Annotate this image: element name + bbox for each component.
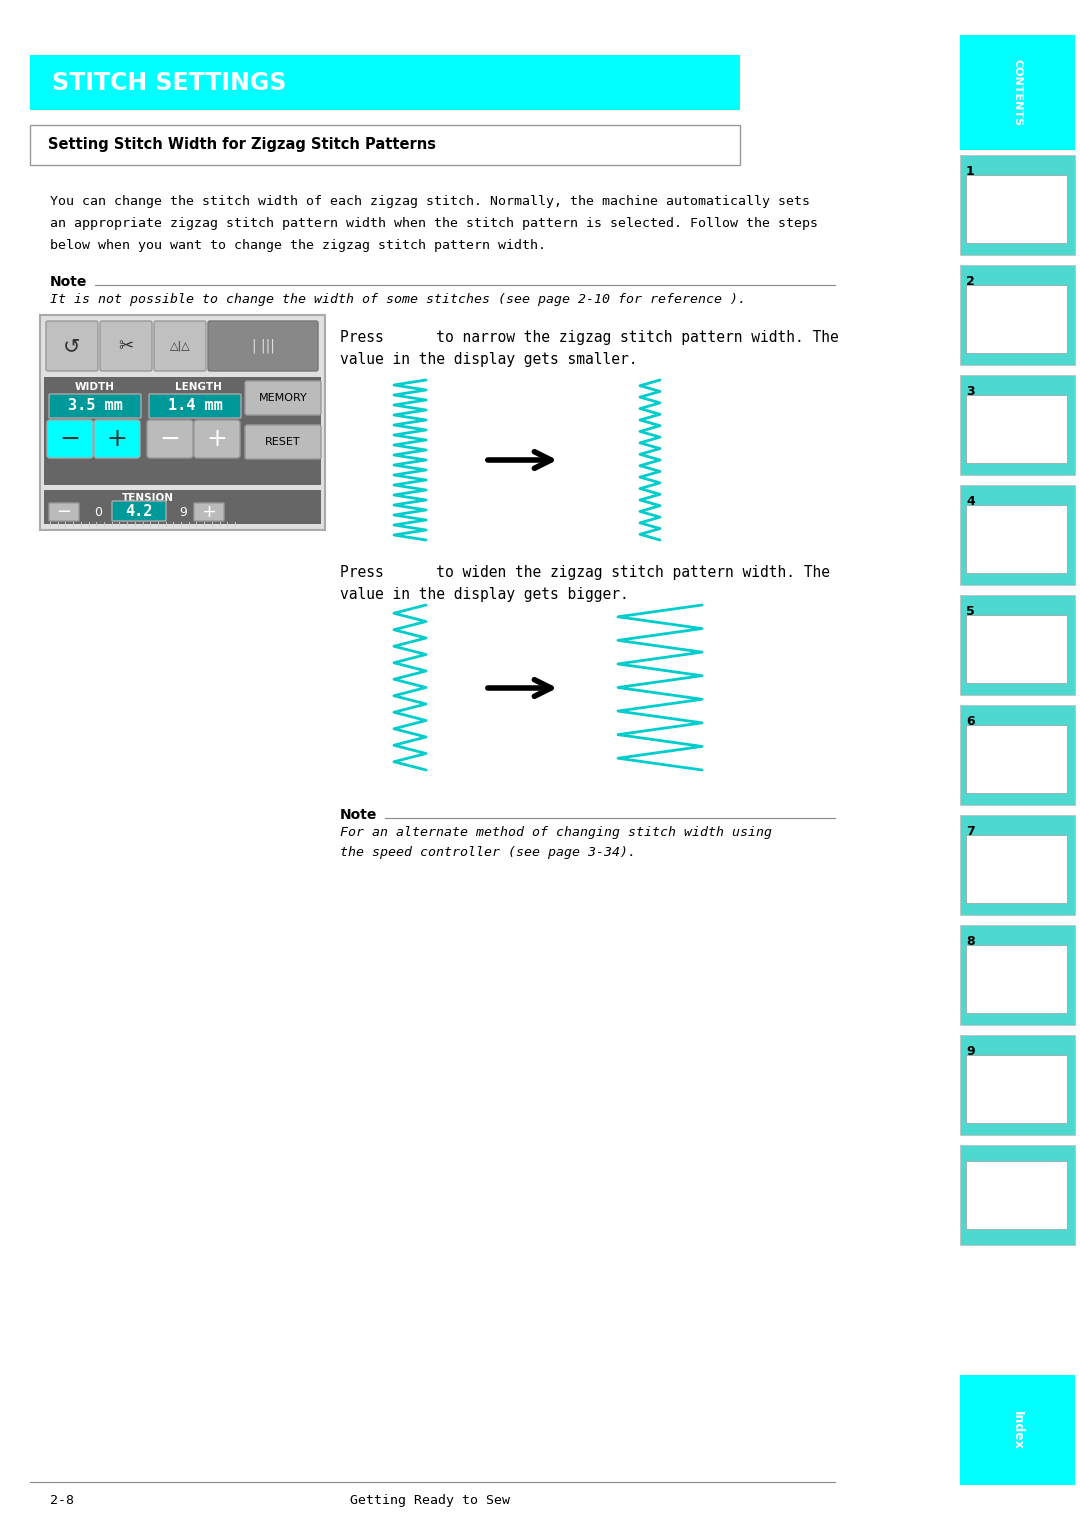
FancyBboxPatch shape [94, 421, 140, 459]
Text: −: − [56, 503, 71, 521]
Text: 4.2: 4.2 [125, 503, 152, 518]
Text: 0: 0 [94, 506, 102, 518]
FancyBboxPatch shape [960, 815, 1075, 914]
Text: STITCH SETTINGS: STITCH SETTINGS [52, 70, 286, 94]
FancyBboxPatch shape [194, 421, 240, 459]
Text: LENGTH: LENGTH [175, 383, 221, 392]
FancyBboxPatch shape [960, 485, 1075, 585]
FancyBboxPatch shape [112, 501, 166, 521]
FancyBboxPatch shape [966, 395, 1067, 463]
FancyBboxPatch shape [966, 616, 1067, 683]
FancyBboxPatch shape [960, 1145, 1075, 1245]
Text: value in the display gets bigger.: value in the display gets bigger. [340, 587, 629, 602]
Text: ✂: ✂ [119, 337, 134, 355]
Text: Note: Note [50, 274, 87, 290]
Text: 1.4 mm: 1.4 mm [167, 398, 222, 413]
FancyBboxPatch shape [966, 1055, 1067, 1123]
Text: TENSION: TENSION [122, 492, 174, 503]
Text: 9: 9 [179, 506, 187, 518]
FancyBboxPatch shape [960, 925, 1075, 1026]
Text: 6: 6 [966, 715, 974, 728]
Text: △|△: △|△ [170, 341, 190, 351]
Text: 5: 5 [966, 605, 975, 619]
Text: 7: 7 [966, 824, 975, 838]
FancyBboxPatch shape [208, 322, 318, 370]
FancyBboxPatch shape [40, 315, 325, 530]
FancyBboxPatch shape [966, 504, 1067, 573]
FancyBboxPatch shape [46, 322, 98, 370]
Text: WIDTH: WIDTH [75, 383, 114, 392]
Text: 2-8: 2-8 [50, 1494, 75, 1507]
Text: MEMORY: MEMORY [258, 393, 308, 402]
FancyBboxPatch shape [30, 55, 740, 110]
Text: Press      to narrow the zigzag stitch pattern width. The: Press to narrow the zigzag stitch patter… [340, 331, 839, 344]
Text: 1: 1 [966, 165, 975, 178]
FancyBboxPatch shape [966, 835, 1067, 904]
FancyBboxPatch shape [960, 706, 1075, 805]
Text: It is not possible to change the width of some stitches (see page 2-10 for refer: It is not possible to change the width o… [50, 293, 746, 306]
Text: ↺: ↺ [64, 335, 81, 357]
Text: the speed controller (see page 3-34).: the speed controller (see page 3-34). [340, 846, 636, 860]
FancyBboxPatch shape [960, 594, 1075, 695]
Text: +: + [206, 427, 228, 451]
FancyBboxPatch shape [960, 1035, 1075, 1135]
FancyBboxPatch shape [960, 375, 1075, 475]
FancyBboxPatch shape [44, 376, 321, 485]
FancyBboxPatch shape [100, 322, 152, 370]
Text: 2: 2 [966, 274, 975, 288]
Text: −: − [59, 427, 81, 451]
Text: You can change the stitch width of each zigzag stitch. Normally, the machine aut: You can change the stitch width of each … [50, 195, 810, 207]
Text: 3.5 mm: 3.5 mm [68, 398, 122, 413]
FancyBboxPatch shape [966, 945, 1067, 1013]
Text: below when you want to change the zigzag stitch pattern width.: below when you want to change the zigzag… [50, 239, 546, 251]
FancyBboxPatch shape [49, 503, 79, 521]
FancyBboxPatch shape [48, 421, 93, 459]
Text: 8: 8 [966, 936, 974, 948]
Text: 9: 9 [966, 1045, 974, 1058]
Text: | |||: | ||| [252, 338, 274, 354]
Text: Index: Index [1011, 1411, 1024, 1449]
Text: For an alternate method of changing stitch width using: For an alternate method of changing stit… [340, 826, 772, 840]
FancyBboxPatch shape [966, 285, 1067, 354]
FancyBboxPatch shape [960, 35, 1075, 149]
FancyBboxPatch shape [960, 265, 1075, 366]
Text: +: + [202, 503, 216, 521]
FancyBboxPatch shape [44, 491, 321, 524]
Text: −: − [160, 427, 180, 451]
FancyBboxPatch shape [966, 1161, 1067, 1228]
FancyBboxPatch shape [245, 381, 321, 415]
FancyBboxPatch shape [154, 322, 206, 370]
Text: Press      to widen the zigzag stitch pattern width. The: Press to widen the zigzag stitch pattern… [340, 565, 831, 581]
Text: 3: 3 [966, 386, 974, 398]
Text: CONTENTS: CONTENTS [1013, 59, 1023, 126]
FancyBboxPatch shape [147, 421, 193, 459]
Text: Getting Ready to Sew: Getting Ready to Sew [350, 1494, 510, 1507]
FancyBboxPatch shape [960, 155, 1075, 255]
FancyBboxPatch shape [966, 725, 1067, 792]
Text: 4: 4 [966, 495, 975, 507]
Text: Note: Note [340, 808, 377, 821]
Text: value in the display gets smaller.: value in the display gets smaller. [340, 352, 637, 367]
FancyBboxPatch shape [30, 125, 740, 165]
FancyBboxPatch shape [49, 395, 141, 418]
FancyBboxPatch shape [245, 425, 321, 459]
Text: an appropriate zigzag stitch pattern width when the stitch pattern is selected. : an appropriate zigzag stitch pattern wid… [50, 216, 818, 230]
Text: RESET: RESET [266, 437, 301, 447]
FancyBboxPatch shape [194, 503, 224, 521]
Text: Setting Stitch Width for Zigzag Stitch Patterns: Setting Stitch Width for Zigzag Stitch P… [48, 137, 436, 152]
FancyBboxPatch shape [966, 175, 1067, 242]
FancyBboxPatch shape [149, 395, 241, 418]
Text: +: + [107, 427, 127, 451]
FancyBboxPatch shape [960, 1375, 1075, 1484]
